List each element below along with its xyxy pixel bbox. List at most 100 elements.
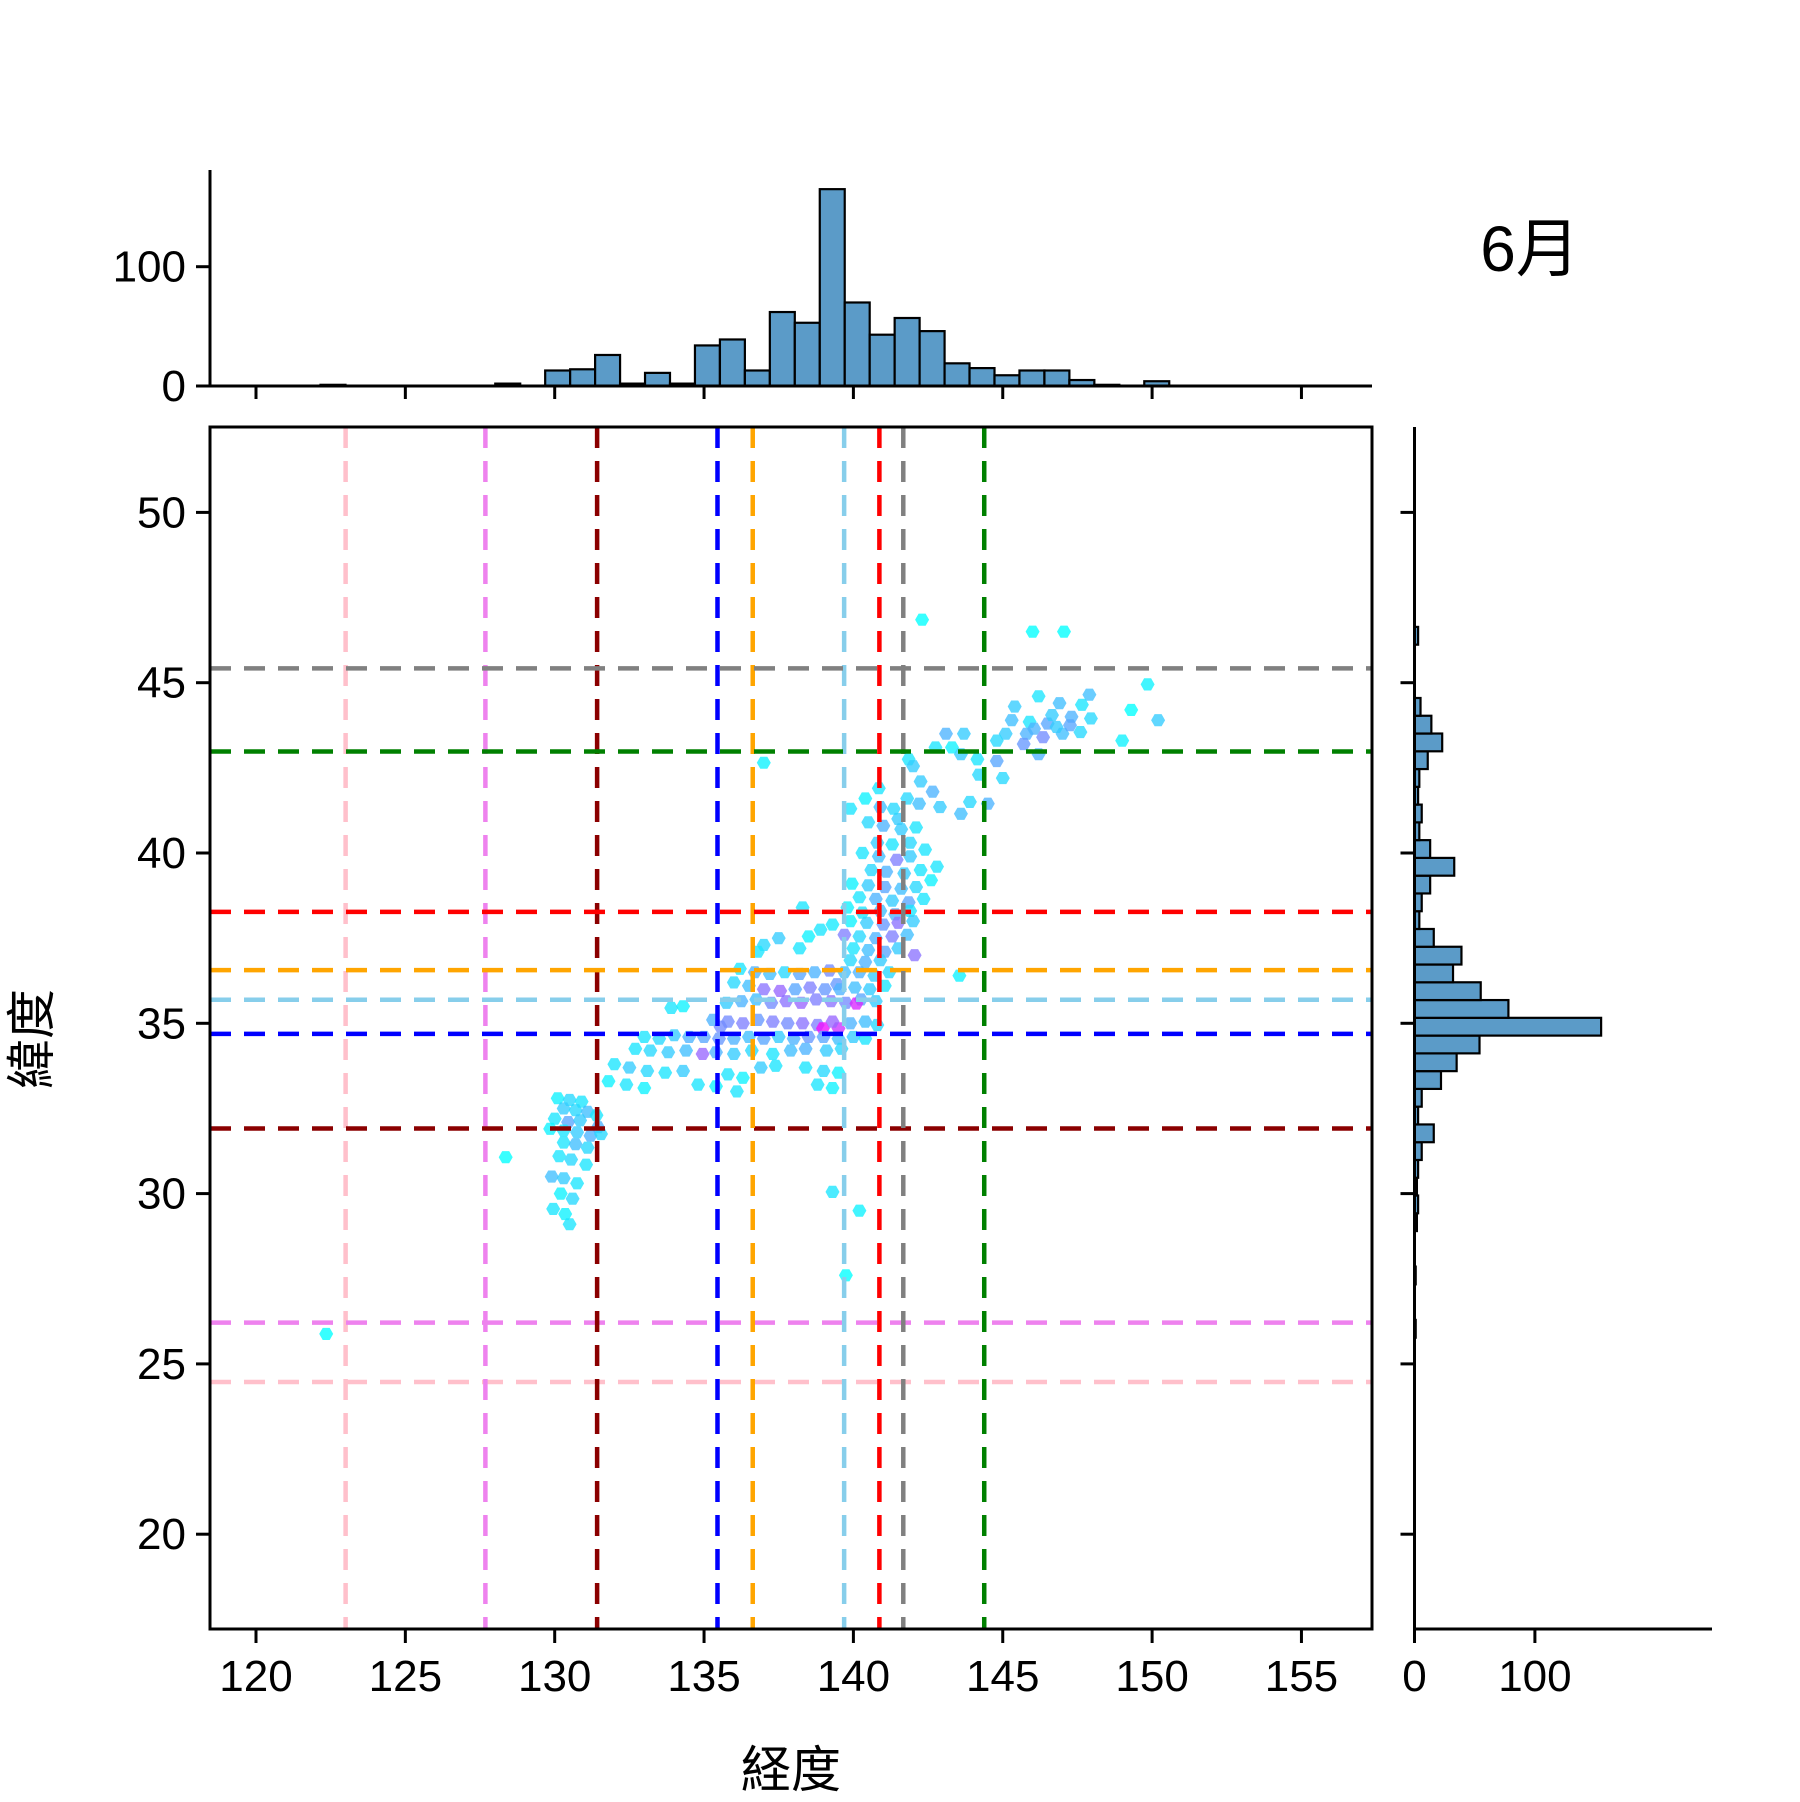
epicenter-hex-marker — [813, 923, 828, 936]
top-hist-bar — [793, 321, 821, 388]
epicenter-hex-marker — [953, 807, 968, 820]
x-tick-label: 135 — [667, 1652, 740, 1701]
epicenter-hex-marker — [807, 966, 822, 979]
epicenter-hex-marker — [726, 1047, 741, 1060]
right-hist-bar — [1413, 714, 1433, 735]
epicenter-hex-marker — [640, 1064, 655, 1077]
epicenter-hex-marker — [843, 954, 858, 967]
epicenter-hex-marker — [735, 1071, 750, 1084]
epicenter-hex-marker — [1082, 688, 1097, 701]
epicenter-hex-marker — [1073, 726, 1088, 739]
epicenter-hex-marker — [773, 984, 788, 997]
epicenter-hex-marker — [989, 734, 1004, 747]
epicenter-hex-marker — [864, 864, 879, 877]
epicenter-hex-marker — [970, 753, 985, 766]
right-histogram-bars — [1413, 625, 1603, 1339]
epicenter-hex-marker — [873, 954, 888, 967]
epicenter-hex-marker — [852, 930, 867, 943]
epicenter-hex-marker — [847, 981, 862, 994]
epicenter-hex-marker — [1124, 703, 1139, 716]
epicenter-hex-marker — [818, 983, 832, 996]
epicenter-hex-marker — [894, 823, 909, 836]
y-tick-label: 40 — [137, 829, 186, 878]
epicenter-hex-marker — [939, 727, 953, 740]
epicenter-hex-marker — [319, 1327, 334, 1340]
epicenter-hex-marker — [933, 801, 947, 814]
top-hist-bar — [718, 338, 746, 388]
epicenter-hex-marker — [809, 993, 824, 1006]
epicenter-hex-marker — [858, 792, 873, 805]
right-hist-bar — [1413, 839, 1432, 860]
top-hist-bar — [943, 362, 971, 388]
right-hist-xtick-label: 0 — [1402, 1652, 1426, 1701]
right-hist-bar — [1413, 1052, 1458, 1073]
epicenter-hex-marker — [565, 1192, 580, 1205]
main-axes: 120 125 130 135 140 145 150 155 20 25 30 35 40 45 50 — [137, 425, 1374, 1701]
top-hist-bar — [1018, 369, 1046, 388]
epicenter-hex-marker — [765, 1015, 780, 1028]
right-hist-xtick-label: 100 — [1498, 1652, 1571, 1701]
epicenter-hex-marker — [861, 879, 876, 892]
epicenter-hex-marker — [550, 1092, 565, 1105]
top-hist-bar — [818, 188, 846, 388]
epicenter-hex-marker — [562, 1218, 577, 1231]
epicenter-hex-marker — [498, 1151, 513, 1164]
epicenter-hex-marker — [915, 613, 930, 626]
epicenter-hex-marker — [903, 850, 918, 863]
epicenter-hex-marker — [601, 1075, 616, 1088]
right-hist-bar — [1413, 750, 1429, 771]
scatter-points — [319, 613, 1166, 1340]
epicenter-hex-marker — [1045, 709, 1059, 722]
top-hist-bar — [544, 369, 572, 388]
top-hist-bar — [768, 310, 796, 388]
epicenter-hex-marker — [658, 1066, 673, 1079]
epicenter-hex-marker — [544, 1170, 559, 1183]
epicenter-hex-marker — [679, 1044, 694, 1057]
epicenter-hex-marker — [580, 1141, 595, 1154]
top-hist-bar — [968, 367, 996, 388]
epicenter-hex-marker — [930, 860, 944, 873]
epicenter-hex-marker — [691, 1078, 706, 1091]
epicenter-hex-marker — [1063, 719, 1077, 732]
epicenter-hex-marker — [1031, 690, 1046, 703]
epicenter-hex-marker — [907, 949, 922, 962]
top-hist-bar — [643, 371, 672, 388]
epicenter-hex-marker — [962, 795, 977, 808]
epicenter-hex-marker — [676, 1000, 691, 1013]
epicenter-hex-marker — [855, 846, 870, 860]
epicenter-hex-marker — [803, 981, 818, 994]
epicenter-hex-marker — [913, 775, 928, 788]
epicenter-hex-marker — [858, 955, 873, 969]
y-tick-label: 50 — [137, 488, 186, 537]
epicenter-hex-marker — [1027, 722, 1042, 735]
epicenter-hex-marker — [735, 1017, 750, 1030]
right-hist-bar — [1413, 856, 1456, 877]
epicenter-hex-marker — [564, 1153, 579, 1166]
epicenter-hex-marker — [1057, 625, 1071, 638]
x-tick-label: 125 — [369, 1652, 442, 1701]
epicenter-hex-marker — [879, 865, 894, 878]
epicenter-hex-marker — [876, 819, 891, 832]
epicenter-hex-marker — [756, 983, 771, 996]
epicenter-hex-marker — [1016, 737, 1031, 751]
top-hist-bar — [569, 368, 597, 388]
epicenter-hex-marker — [1140, 678, 1155, 691]
epicenter-hex-marker — [862, 983, 877, 996]
epicenter-hex-marker — [1049, 720, 1064, 733]
epicenter-hex-marker — [795, 1017, 810, 1030]
top-hist-bar — [868, 333, 896, 388]
chart-title: 6月 — [1480, 213, 1580, 285]
top-histogram-axes: 0 100 — [113, 170, 1372, 411]
epicenter-hex-marker — [913, 864, 928, 877]
x-axis-label: 経度 — [741, 1742, 841, 1798]
x-tick-label: 150 — [1115, 1652, 1188, 1701]
epicenter-hex-marker — [810, 1078, 825, 1091]
epicenter-hex-marker — [868, 892, 883, 905]
epicenter-hex-marker — [825, 1082, 840, 1095]
epicenter-hex-marker — [1025, 625, 1040, 638]
epicenter-hex-marker — [885, 894, 900, 907]
y-tick-label: 45 — [137, 659, 186, 708]
epicenter-hex-marker — [816, 1064, 831, 1077]
epicenter-hex-marker — [726, 976, 741, 989]
